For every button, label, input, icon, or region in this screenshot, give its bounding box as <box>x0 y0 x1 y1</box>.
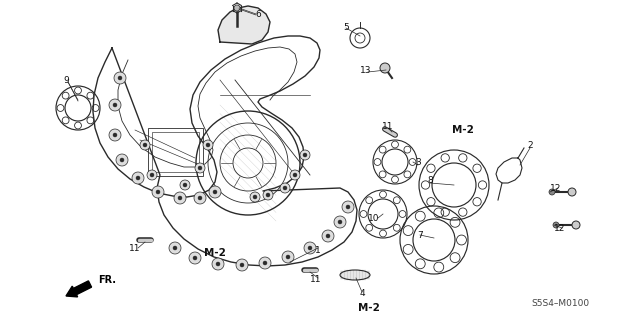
Circle shape <box>114 72 126 84</box>
Text: 6: 6 <box>255 10 261 19</box>
Text: FR.: FR. <box>98 275 116 285</box>
Circle shape <box>263 190 273 200</box>
Circle shape <box>109 99 121 111</box>
Circle shape <box>300 150 310 160</box>
Circle shape <box>253 195 257 199</box>
Text: 11: 11 <box>310 275 322 284</box>
Circle shape <box>283 186 287 190</box>
Circle shape <box>143 143 147 147</box>
Circle shape <box>198 196 202 200</box>
Circle shape <box>194 192 206 204</box>
Circle shape <box>240 263 244 267</box>
Circle shape <box>282 251 294 263</box>
Circle shape <box>322 230 334 242</box>
Text: 13: 13 <box>360 66 372 75</box>
Circle shape <box>346 205 350 209</box>
Bar <box>148 128 203 176</box>
Circle shape <box>290 170 300 180</box>
Circle shape <box>236 259 248 271</box>
Circle shape <box>173 246 177 250</box>
Circle shape <box>132 172 144 184</box>
Text: S5S4–M0100: S5S4–M0100 <box>532 299 590 308</box>
Text: 7: 7 <box>417 230 423 239</box>
Text: M-2: M-2 <box>358 303 380 313</box>
Circle shape <box>338 220 342 224</box>
Circle shape <box>209 186 221 198</box>
Circle shape <box>120 158 124 162</box>
Text: 4: 4 <box>359 289 365 298</box>
Circle shape <box>140 140 150 150</box>
Circle shape <box>553 222 559 228</box>
Circle shape <box>152 186 164 198</box>
Circle shape <box>250 192 260 202</box>
Circle shape <box>216 262 220 266</box>
Text: 11: 11 <box>382 122 394 131</box>
Circle shape <box>113 103 117 107</box>
Circle shape <box>286 255 290 259</box>
Circle shape <box>150 173 154 177</box>
Circle shape <box>178 196 182 200</box>
Text: 8: 8 <box>427 175 433 185</box>
Circle shape <box>266 193 270 197</box>
Circle shape <box>568 188 576 196</box>
Bar <box>152 132 199 172</box>
Text: 10: 10 <box>368 213 380 222</box>
Text: 12: 12 <box>550 183 562 193</box>
Circle shape <box>189 252 201 264</box>
Circle shape <box>572 221 580 229</box>
Circle shape <box>213 190 217 194</box>
Circle shape <box>303 153 307 157</box>
Text: 11: 11 <box>129 244 141 252</box>
Text: 5: 5 <box>343 22 349 31</box>
Text: 1: 1 <box>315 245 321 254</box>
Text: M-2: M-2 <box>204 248 226 258</box>
Circle shape <box>116 154 128 166</box>
Circle shape <box>193 256 197 260</box>
Circle shape <box>183 183 187 187</box>
Circle shape <box>308 246 312 250</box>
Circle shape <box>293 173 297 177</box>
Text: 12: 12 <box>554 223 566 233</box>
Circle shape <box>198 166 202 170</box>
Polygon shape <box>218 6 270 44</box>
Text: M-2: M-2 <box>452 125 474 135</box>
Circle shape <box>304 242 316 254</box>
Circle shape <box>549 189 555 195</box>
Text: 9: 9 <box>63 76 69 84</box>
Circle shape <box>203 140 213 150</box>
Text: 3: 3 <box>415 157 421 166</box>
FancyArrow shape <box>66 281 92 297</box>
Circle shape <box>169 242 181 254</box>
Circle shape <box>259 257 271 269</box>
Circle shape <box>113 133 117 137</box>
Circle shape <box>334 216 346 228</box>
Circle shape <box>234 5 240 11</box>
Circle shape <box>342 201 354 213</box>
Circle shape <box>180 180 190 190</box>
Circle shape <box>174 192 186 204</box>
Circle shape <box>380 63 390 73</box>
Circle shape <box>195 163 205 173</box>
Circle shape <box>147 170 157 180</box>
Circle shape <box>136 176 140 180</box>
Circle shape <box>263 261 267 265</box>
Circle shape <box>118 76 122 80</box>
Circle shape <box>326 234 330 238</box>
Circle shape <box>206 143 210 147</box>
Circle shape <box>109 129 121 141</box>
Circle shape <box>280 183 290 193</box>
Text: 2: 2 <box>527 140 533 149</box>
Circle shape <box>212 258 224 270</box>
Circle shape <box>156 190 160 194</box>
